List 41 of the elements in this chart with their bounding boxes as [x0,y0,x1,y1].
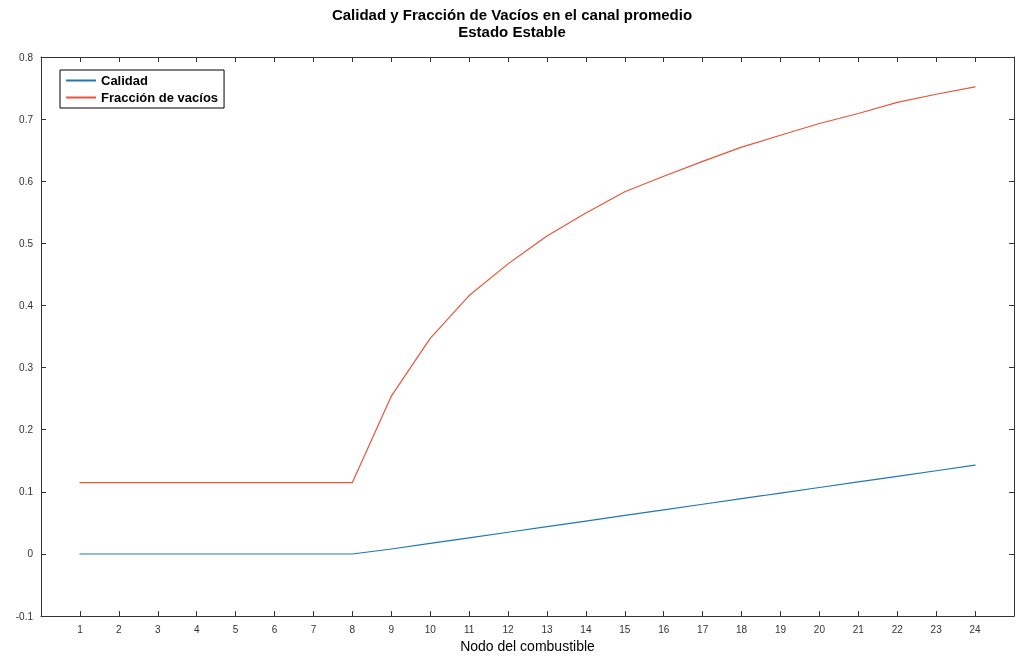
y-tick-label: 0.1 [19,486,34,498]
y-tick-label: 0.7 [19,113,34,125]
y-tick-label: -0.1 [15,610,34,622]
x-tick-label: 8 [349,623,356,635]
y-tick-label: 0.8 [19,51,34,63]
x-tick-label: 24 [969,623,982,635]
line-series [79,464,976,555]
chart-subtitle: Estado Estable [458,23,566,40]
x-tick-label: 2 [116,623,123,635]
x-tick-label: 6 [271,623,278,635]
x-tick-label: 13 [541,623,553,635]
x-tick-label: 23 [930,623,943,635]
y-tick-label: 0.5 [19,237,34,249]
x-tick-label: 9 [388,623,395,635]
x-tick-label: 12 [502,623,515,635]
x-tick-label: 5 [232,623,239,635]
x-axis-title: Nodo del combustible [460,638,596,654]
y-tick-label: 0.2 [19,424,34,436]
x-tick-label: 4 [193,623,200,635]
x-tick-label: 20 [813,623,826,635]
y-tick-label: 0 [27,548,34,560]
x-tick-label: 21 [852,623,865,635]
x-tick-label: 14 [580,623,592,635]
x-tick-label: 22 [891,623,904,635]
x-tick-label: 7 [310,623,317,635]
x-tick-label: 15 [619,623,631,635]
x-tick-label: 19 [774,623,787,635]
legend-label: Calidad [101,73,149,88]
x-tick-label: 11 [463,623,475,635]
x-tick-label: 18 [736,623,748,635]
line-series [79,86,976,484]
y-tick-label: 0.4 [19,299,34,311]
x-tick-label: 16 [658,623,670,635]
y-tick-label: 0.3 [19,362,34,374]
y-tick-label: 0.6 [19,175,34,187]
chart-title: Calidad y Fracción de Vacíos en el canal promedio [331,6,693,23]
x-tick-label: 17 [697,623,709,635]
x-tick-label: 1 [77,623,84,635]
legend-label: Fracción de vacíos [101,90,219,105]
x-tick-label: 10 [424,623,437,635]
x-tick-label: 3 [154,623,161,635]
